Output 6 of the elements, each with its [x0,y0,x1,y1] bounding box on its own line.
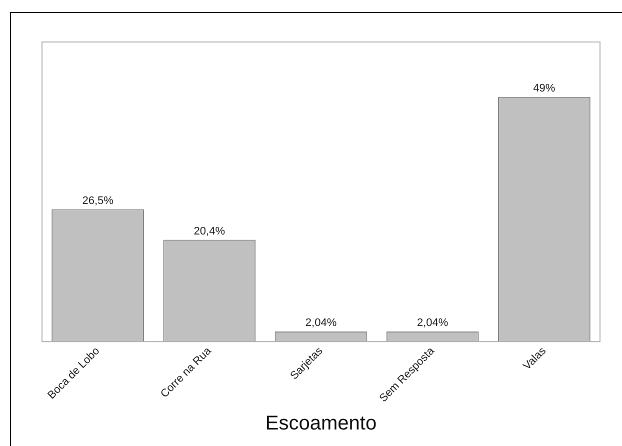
x-axis-title: Escoamento [265,412,377,435]
data-label: 2,04% [305,316,337,329]
data-label: 2,04% [417,316,448,329]
data-label: 20,4% [194,225,226,238]
data-label: 49% [533,82,556,94]
data-label: 26,5% [82,194,114,207]
